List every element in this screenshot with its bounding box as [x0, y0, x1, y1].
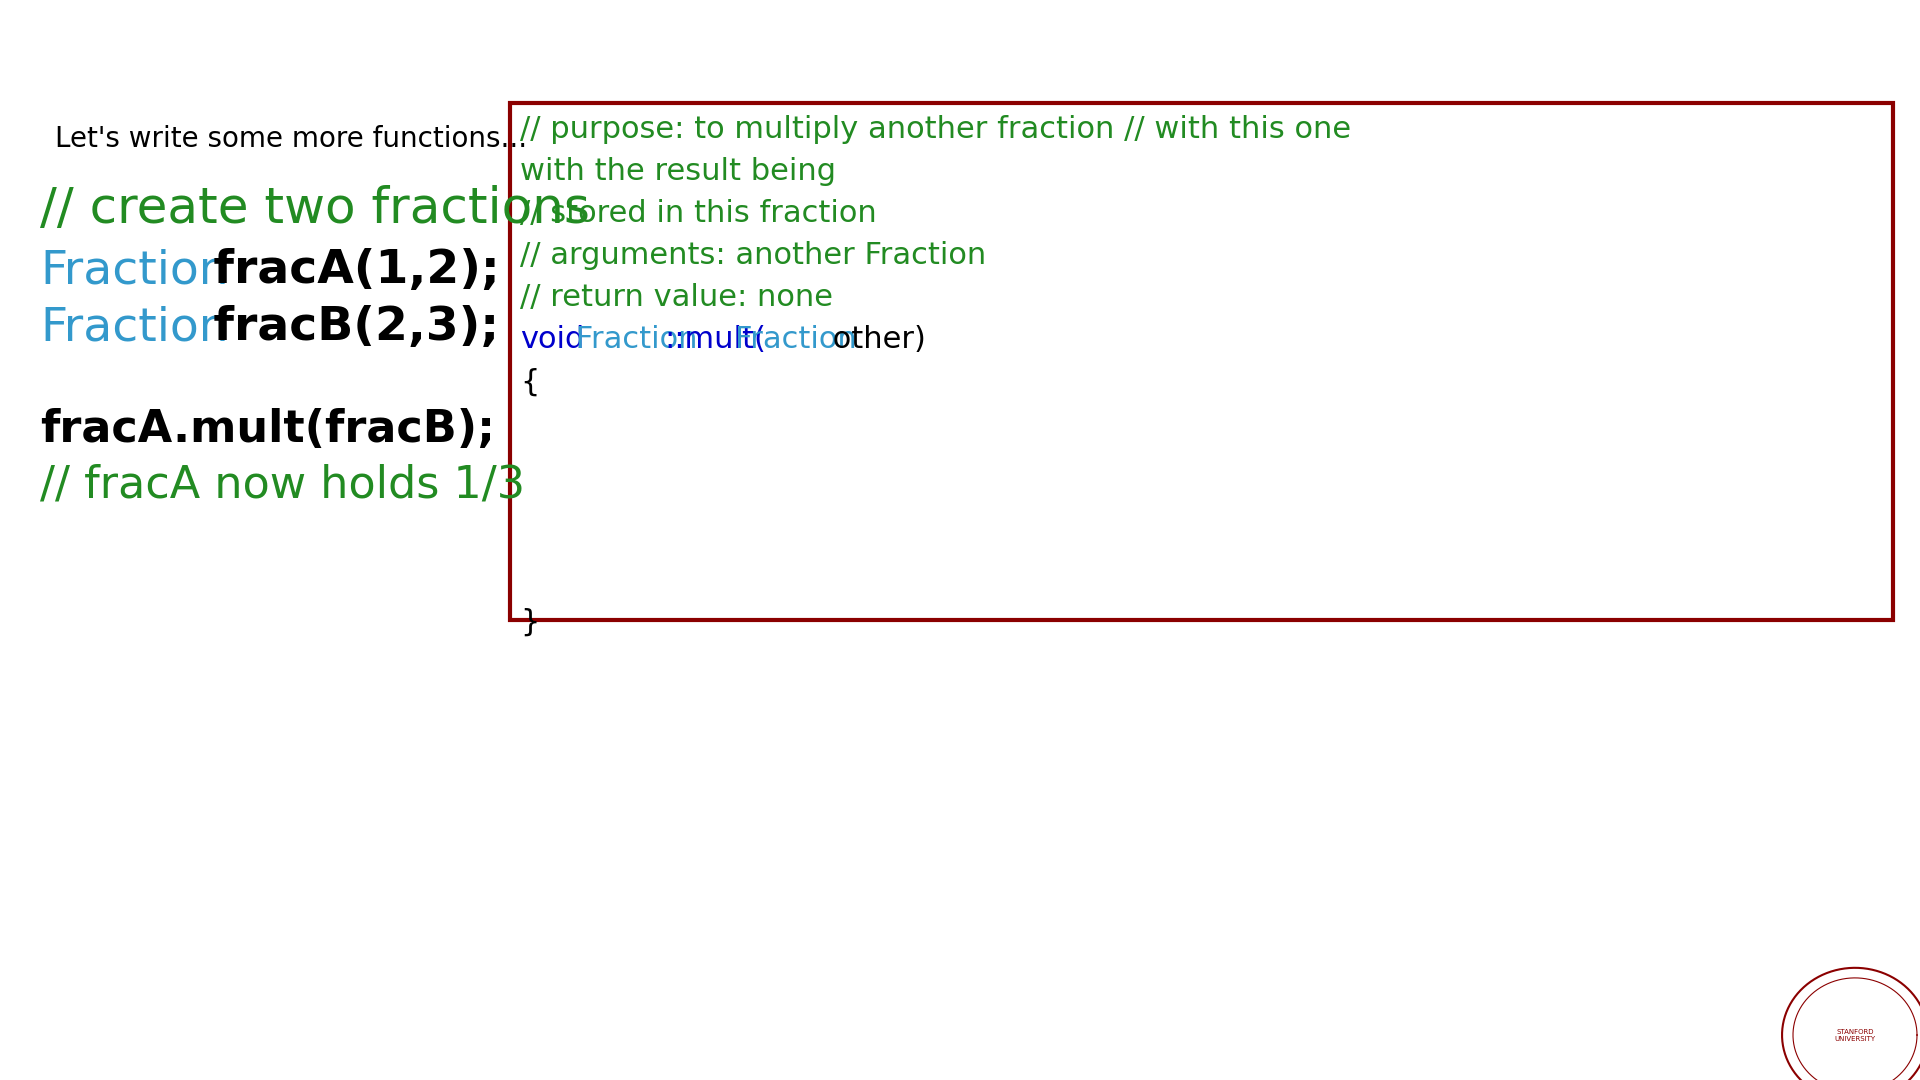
- Text: ::mult(: ::mult(: [664, 325, 766, 354]
- Text: // purpose: to multiply another fraction // with this one: // purpose: to multiply another fraction…: [520, 116, 1352, 145]
- Text: // create two fractions: // create two fractions: [40, 186, 589, 233]
- Text: }: }: [520, 608, 540, 637]
- Text: with the result being: with the result being: [520, 158, 835, 186]
- Text: Fraction: Fraction: [40, 248, 228, 294]
- Text: fracA(1,2);: fracA(1,2);: [198, 248, 501, 294]
- Text: Fraction: Fraction: [566, 325, 697, 354]
- Text: // return value: none: // return value: none: [520, 283, 833, 312]
- Text: {: {: [520, 367, 540, 396]
- Text: // arguments: another Fraction: // arguments: another Fraction: [520, 241, 987, 270]
- Text: Fraction: Fraction: [735, 325, 856, 354]
- Text: // stored in this fraction: // stored in this fraction: [520, 200, 877, 228]
- Text: Let's write some more functions...: Let's write some more functions...: [56, 125, 528, 153]
- Text: other): other): [824, 325, 925, 354]
- Text: Fraction: Fraction: [40, 306, 228, 350]
- Text: STANFORD
UNIVERSITY: STANFORD UNIVERSITY: [1834, 1028, 1876, 1041]
- Text: fracA.mult(fracB);: fracA.mult(fracB);: [40, 408, 495, 451]
- Text: fracB(2,3);: fracB(2,3);: [198, 306, 499, 350]
- FancyBboxPatch shape: [511, 104, 1893, 620]
- Text: void: void: [520, 325, 584, 354]
- Text: // fracA now holds 1/3: // fracA now holds 1/3: [40, 463, 526, 507]
- Text: The Fraction Class: The Fraction Class: [668, 12, 1252, 73]
